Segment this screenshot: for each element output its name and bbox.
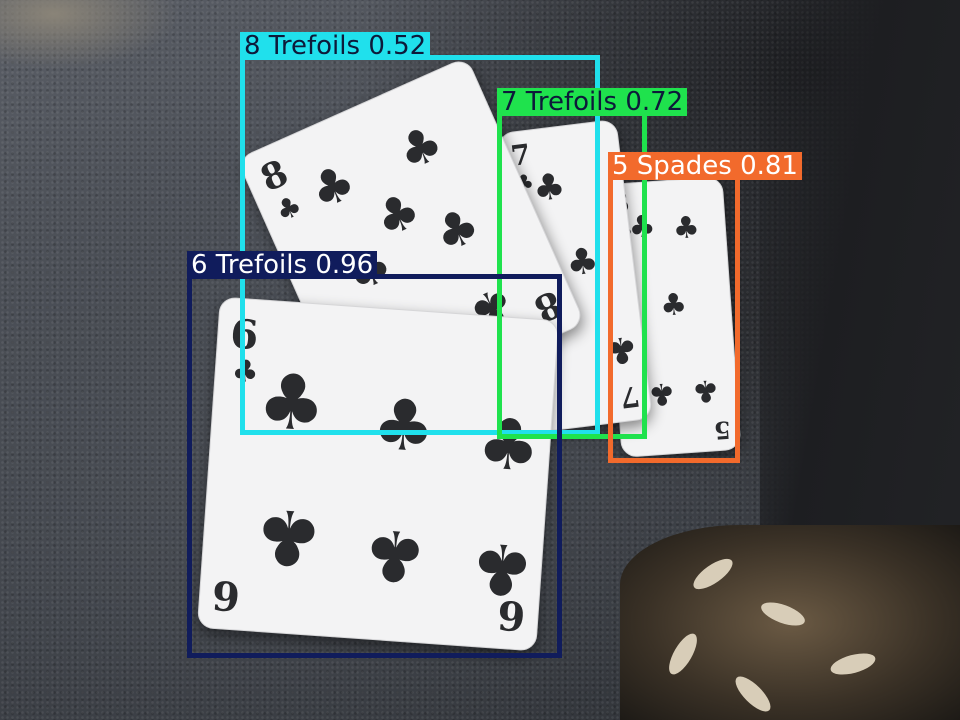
detection-class: 6 Trefoils: [191, 250, 308, 280]
detection-box-5-spades: 5 Spades 0.81: [608, 152, 802, 463]
detection-box-6-trefoils: 6 Trefoils 0.96: [187, 251, 562, 658]
background-corner: [0, 0, 180, 70]
detection-class: 5 Spades: [612, 151, 732, 181]
dark-cushion: [760, 0, 960, 560]
detection-score: 0.52: [368, 31, 427, 61]
detection-label: 8 Trefoils 0.52: [240, 31, 431, 61]
detection-class: 8 Trefoils: [244, 31, 361, 61]
detection-score: 0.81: [740, 151, 798, 181]
detection-score: 0.72: [625, 87, 684, 117]
detection-label: 7 Trefoils 0.72: [497, 87, 688, 117]
detection-box-8-trefoils: 8 Trefoils 0.52: [240, 32, 600, 435]
detection-score: 0.96: [315, 250, 374, 280]
detection-class: 7 Trefoils: [501, 87, 618, 117]
patterned-fabric: [620, 525, 960, 720]
detection-label: 6 Trefoils 0.96: [187, 250, 378, 280]
detection-label: 5 Spades 0.81: [608, 152, 802, 180]
